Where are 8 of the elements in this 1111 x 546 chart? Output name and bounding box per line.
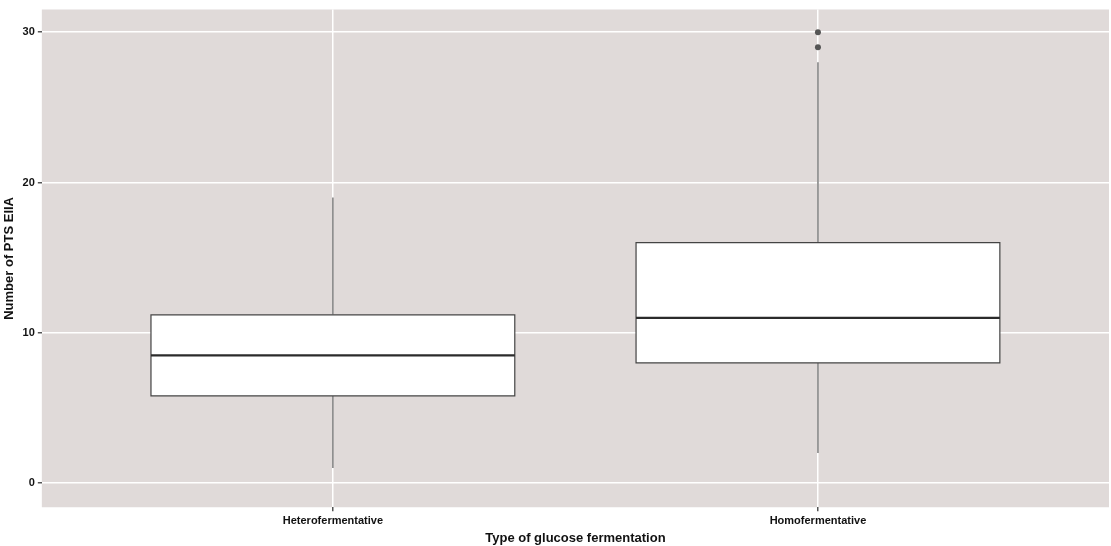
y-tick-label: 10 bbox=[22, 325, 35, 338]
x-tick-label: Homofermentative bbox=[769, 513, 867, 526]
y-axis-title: Number of PTS EIIA bbox=[1, 196, 17, 320]
y-tick-label: 30 bbox=[22, 25, 35, 38]
x-tick-label: Heterofermentative bbox=[282, 513, 384, 526]
x-axis-title: Type of glucose fermentation bbox=[485, 529, 666, 545]
y-tick-label: 0 bbox=[28, 476, 35, 489]
y-tick-label: 20 bbox=[22, 175, 35, 188]
